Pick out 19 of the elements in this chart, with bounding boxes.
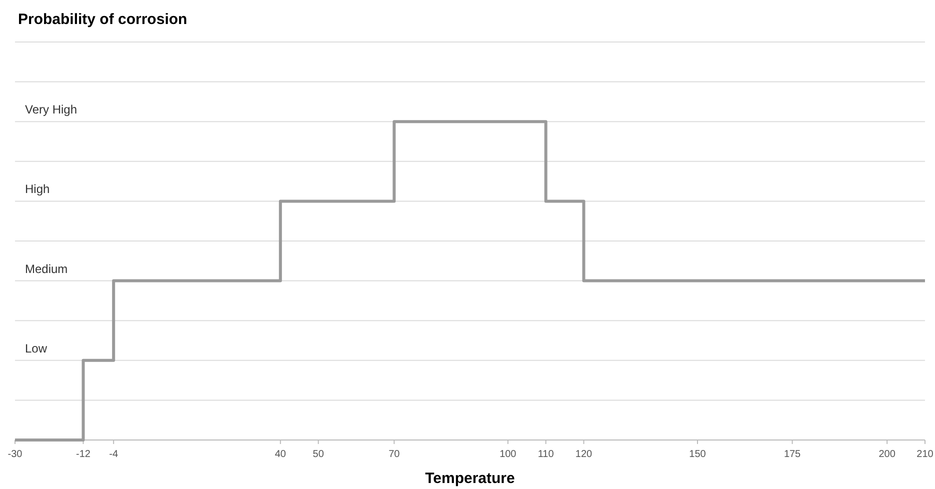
chart-title: Probability of corrosion: [18, 11, 188, 28]
annotation: Low: [25, 341, 48, 356]
text: Very High: [25, 102, 78, 117]
x-tick-label: -4: [109, 449, 118, 460]
x-tick-label: 150: [689, 449, 706, 460]
annotation: Medium: [25, 262, 68, 276]
x-tick-label: 175: [784, 449, 802, 460]
x-tick-label: 200: [878, 449, 896, 460]
x-axis-title: Temperature: [425, 470, 515, 487]
x-tick-label: -12: [76, 449, 91, 460]
x-tick-label: 210: [916, 449, 934, 460]
x-tick-label: -30: [8, 449, 23, 460]
x-tick-label: 70: [388, 449, 400, 460]
x-tick-label: 120: [575, 449, 593, 460]
annotation: High: [25, 182, 50, 196]
x-tick-label: 40: [274, 449, 286, 460]
x-tick-label: 50: [312, 449, 324, 460]
x-tick-label: 110: [538, 449, 554, 460]
x-tick-label: 100: [500, 449, 517, 460]
